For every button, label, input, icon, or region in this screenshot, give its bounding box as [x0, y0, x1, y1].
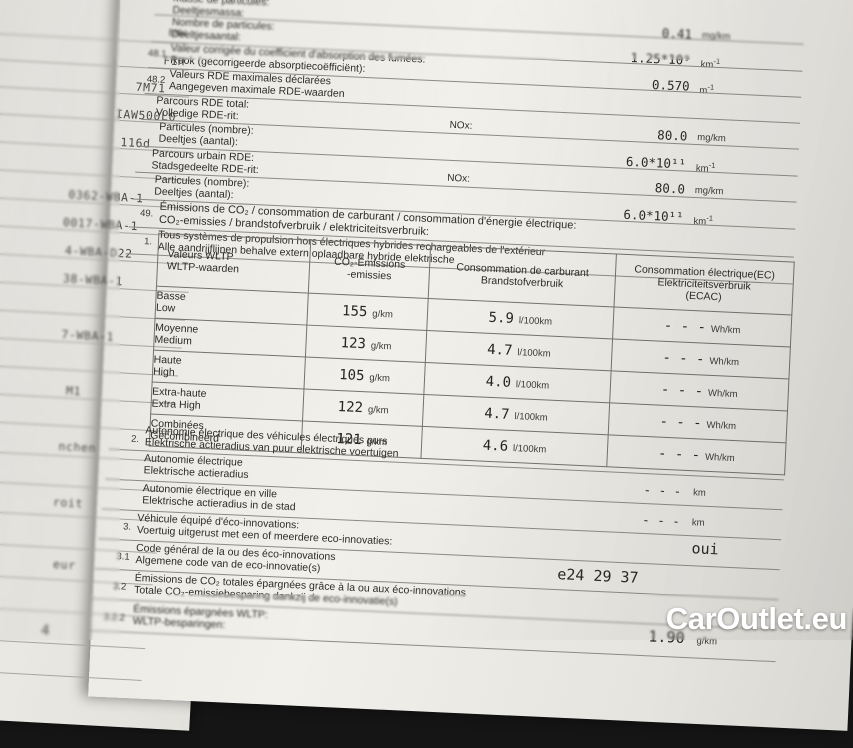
cell-co2-medium: 123 g/km: [305, 325, 427, 363]
id-value-category: M1: [65, 383, 82, 399]
id-value-engine: eur: [52, 557, 77, 573]
value-ev-range-city: - - -: [641, 511, 681, 529]
row-number-2: 2.: [130, 433, 140, 446]
value-ev-range: - - -: [643, 481, 682, 499]
value-eco-innovation-code: e24 29 37: [556, 565, 639, 587]
unit-ev-range: km: [692, 487, 707, 499]
value-eco-innovation: oui: [691, 539, 720, 559]
cell-co2-high: 105 g/km: [303, 357, 426, 395]
id-value-doors: 4: [40, 622, 51, 639]
unit-wltp-savings: g/km: [696, 635, 718, 648]
row-rde-total: Parcours RDE total: Volledige RDE-rit:: [155, 94, 250, 122]
row-number-3-1: 3.1: [116, 551, 130, 563]
unit-particulate-number: km-1: [700, 56, 721, 71]
col-header-fuel: Consommation de carburant Brandstofverbr…: [428, 245, 617, 307]
cell-electric-combined: - - - Wh/km: [606, 434, 787, 475]
row-rde-urban-particles: Particules (nombre): Deeltjes (aantal):: [154, 173, 250, 201]
id-value-side: roit: [52, 494, 84, 511]
row-particulate-number: Nombre de particules: Deeltjesaantal:: [171, 16, 275, 43]
row-number-48-1: 48.1: [147, 48, 167, 60]
unit-nox-urban: mg/km: [694, 185, 724, 198]
row-ev-range: Autonomie électrique Elektrische actiera…: [143, 452, 249, 481]
label-nox-total: NOx:: [449, 119, 473, 132]
row-number-1: 1.: [143, 236, 153, 248]
col-header-co2: CO₂-Émissions -emissies: [308, 240, 431, 299]
caroutlet-watermark: CarOutlet.eu: [665, 601, 848, 636]
row-number-48-2: 48.2: [146, 74, 166, 86]
unit-smoke-absorption: m-1: [699, 82, 715, 97]
row-number-3-2: 3.2: [112, 581, 127, 593]
row-number-3: 3.: [122, 521, 132, 533]
row-number-3-2-2: 3.2.2: [103, 611, 126, 624]
row-rde-total-particles: Particules (nombre): Deeltjes (aantal):: [158, 120, 254, 148]
col-header-electric: Consommation électrique(EC) Elektricitei…: [614, 254, 795, 316]
cell-co2-low: 155 g/km: [306, 293, 429, 331]
row-wltp-savings: Émissions épargnées WLTP: WLTP-besparing…: [132, 602, 269, 631]
row-ev-range-city: Autonomie électrique en ville Elektrisch…: [142, 482, 296, 513]
unit-nox-total: mg/km: [697, 132, 727, 145]
label-nox-urban: NOx:: [446, 172, 471, 185]
col-header-wltp-values: Valeurs WLTP WLTP-waarden: [156, 233, 311, 294]
cell-co2-extra-high: 122 g/km: [302, 388, 424, 427]
unit-ev-range-city: km: [691, 517, 705, 529]
row-number-49: 49.: [139, 207, 154, 220]
